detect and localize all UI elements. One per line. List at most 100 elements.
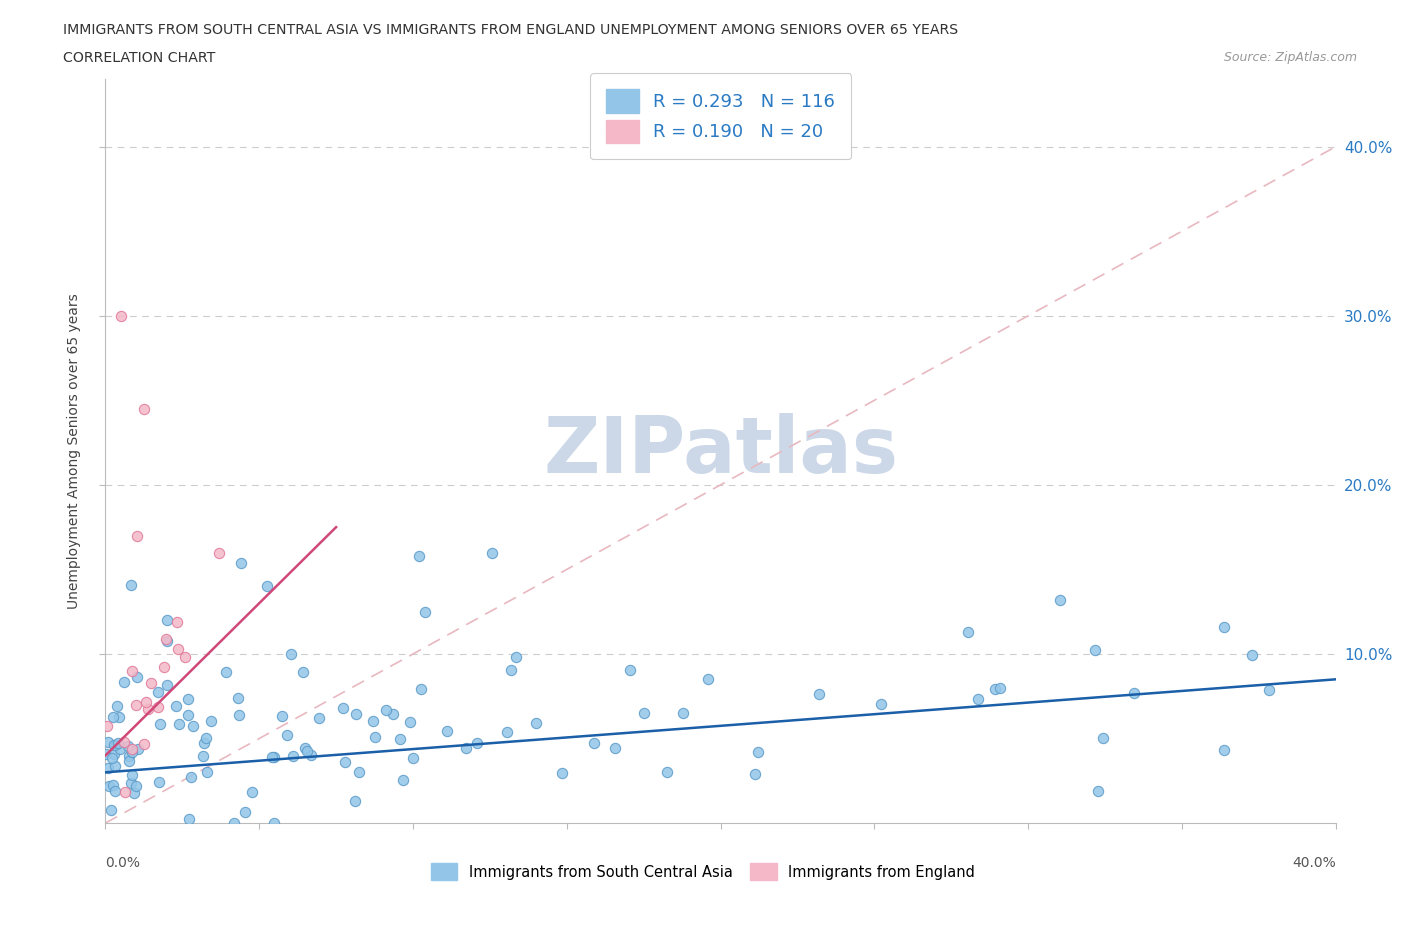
Point [374, 703, 396, 718]
Point [112, 674, 135, 689]
Point [108, 710, 131, 724]
Point [153, 659, 176, 674]
Point [108, 742, 131, 757]
Point [156, 677, 179, 692]
Point [104, 759, 127, 774]
Point [408, 549, 430, 564]
Point [139, 676, 162, 691]
Point [127, 669, 149, 684]
Legend: Immigrants from South Central Asia, Immigrants from England: Immigrants from South Central Asia, Immi… [423, 856, 983, 887]
Point [180, 770, 202, 785]
Point [101, 710, 124, 724]
Point [263, 816, 285, 830]
Point [967, 692, 990, 707]
Point [105, 698, 128, 713]
Point [382, 706, 405, 721]
Point [193, 749, 215, 764]
Point [224, 816, 246, 830]
Point [240, 785, 263, 800]
Point [96, 718, 118, 733]
Y-axis label: Unemployment Among Seniors over 65 years: Unemployment Among Seniors over 65 years [67, 293, 82, 609]
Point [97, 735, 120, 750]
Point [121, 745, 143, 760]
Point [118, 754, 141, 769]
Point [436, 724, 458, 738]
Point [280, 646, 302, 661]
Point [276, 727, 298, 742]
Point [1213, 620, 1236, 635]
Point [524, 716, 547, 731]
Point [347, 765, 370, 780]
Point [167, 717, 190, 732]
Point [988, 680, 1011, 695]
Point [1087, 783, 1109, 798]
Point [193, 735, 215, 750]
Point [136, 701, 159, 716]
Point [114, 785, 136, 800]
Point [127, 741, 149, 756]
Point [465, 736, 488, 751]
Point [103, 747, 125, 762]
Point [135, 695, 157, 710]
Point [1091, 731, 1114, 746]
Point [633, 705, 655, 720]
Text: Source: ZipAtlas.com: Source: ZipAtlas.com [1223, 51, 1357, 64]
Point [101, 778, 124, 793]
Point [271, 709, 294, 724]
Point [281, 749, 304, 764]
Point [1240, 648, 1263, 663]
Point [233, 804, 256, 819]
Point [103, 737, 125, 752]
Point [125, 778, 148, 793]
Point [870, 697, 893, 711]
Point [263, 750, 285, 764]
Point [496, 724, 519, 739]
Text: 40.0%: 40.0% [1292, 856, 1336, 870]
Point [110, 309, 132, 324]
Point [808, 687, 831, 702]
Point [166, 642, 188, 657]
Point [308, 711, 330, 725]
Point [551, 766, 574, 781]
Point [299, 748, 322, 763]
Point [1212, 743, 1234, 758]
Point [177, 708, 200, 723]
Point [335, 754, 357, 769]
Point [228, 707, 250, 722]
Point [956, 625, 979, 640]
Point [146, 684, 169, 699]
Point [183, 719, 205, 734]
Point [125, 698, 148, 712]
Point [156, 633, 179, 648]
Point [120, 578, 142, 593]
Point [165, 698, 187, 713]
Point [402, 751, 425, 765]
Point [166, 615, 188, 630]
Point [392, 773, 415, 788]
Point [454, 740, 477, 755]
Point [388, 732, 411, 747]
Point [364, 730, 387, 745]
Point [295, 743, 318, 758]
Point [200, 713, 222, 728]
Point [343, 794, 366, 809]
Text: CORRELATION CHART: CORRELATION CHART [63, 51, 215, 65]
Point [100, 751, 122, 765]
Point [155, 631, 177, 646]
Point [134, 402, 156, 417]
Point [118, 749, 141, 764]
Point [120, 776, 142, 790]
Point [1084, 643, 1107, 658]
Point [747, 745, 769, 760]
Point [413, 604, 436, 619]
Point [117, 738, 139, 753]
Point [583, 736, 606, 751]
Point [481, 545, 503, 560]
Point [156, 613, 179, 628]
Point [672, 706, 695, 721]
Point [177, 811, 200, 826]
Point [174, 650, 197, 665]
Point [655, 764, 678, 779]
Point [104, 784, 127, 799]
Point [399, 714, 422, 729]
